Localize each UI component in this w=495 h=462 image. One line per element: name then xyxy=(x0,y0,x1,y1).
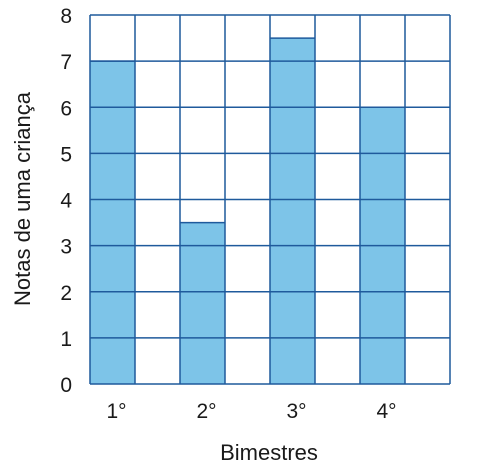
y-tick-label: 4 xyxy=(60,190,72,213)
y-tick-label: 3 xyxy=(60,236,72,259)
bar-3 xyxy=(270,38,315,384)
x-tick-label: 2° xyxy=(196,400,216,423)
y-tick-labels: 0 1 2 3 4 5 6 7 8 xyxy=(60,5,72,397)
y-tick-label: 1 xyxy=(60,328,72,351)
y-tick-label: 6 xyxy=(60,97,72,120)
bar-1 xyxy=(90,61,135,384)
y-axis-label: Notas de uma criança xyxy=(10,91,35,306)
bar-2 xyxy=(180,223,225,384)
y-tick-label: 8 xyxy=(60,5,72,28)
bars-group xyxy=(90,38,405,384)
y-tick-label: 2 xyxy=(60,282,72,305)
x-tick-labels: 1° 2° 3° 4° xyxy=(106,400,396,423)
x-tick-label: 1° xyxy=(106,400,126,423)
x-axis-label: Bimestres xyxy=(220,440,318,462)
x-tick-label: 4° xyxy=(376,400,396,423)
y-tick-label: 0 xyxy=(60,374,72,397)
y-tick-label: 7 xyxy=(60,51,72,74)
x-tick-label: 3° xyxy=(286,400,306,423)
y-tick-label: 5 xyxy=(60,143,72,166)
